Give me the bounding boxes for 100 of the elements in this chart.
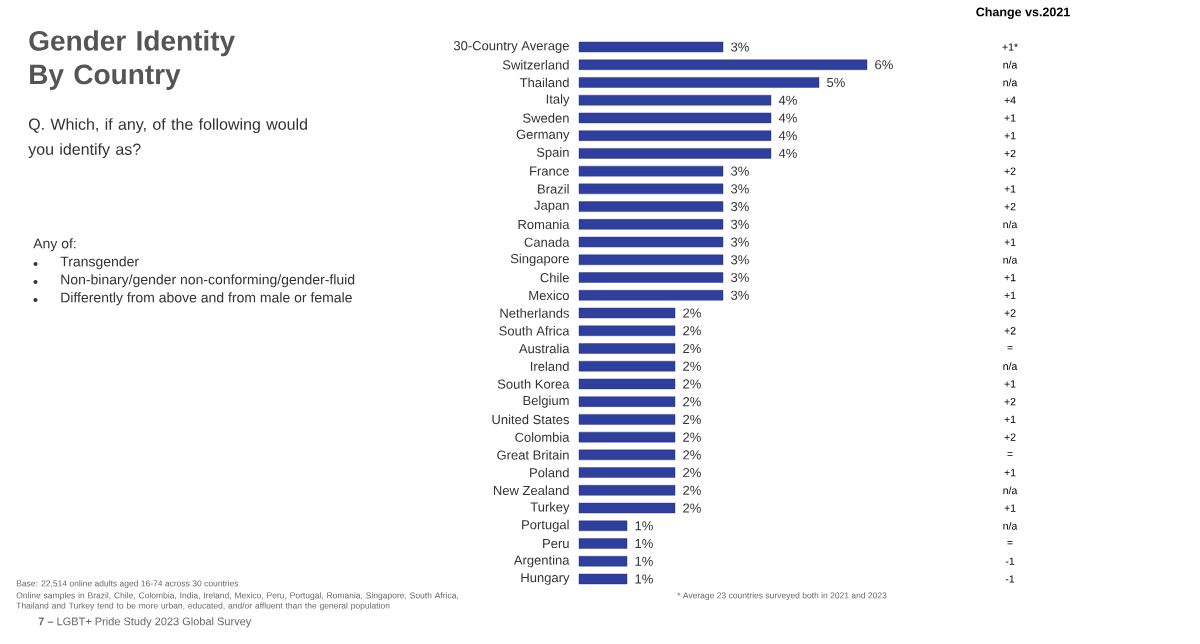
data-label: 2% xyxy=(683,397,701,407)
bar xyxy=(578,236,724,248)
bar xyxy=(578,431,676,443)
text: n/a xyxy=(1003,521,1018,530)
data-label: 3% xyxy=(731,201,749,212)
bar xyxy=(578,112,772,124)
data-label: 2% xyxy=(683,326,701,336)
y-tick-label: Germany xyxy=(516,129,570,142)
bar xyxy=(578,361,676,372)
data-label: 2% xyxy=(683,379,701,389)
data-label: 2% xyxy=(683,432,701,442)
bar xyxy=(578,449,676,461)
text: Change vs.2021 xyxy=(976,7,1070,19)
y-tick-label: Great Britain xyxy=(497,450,569,460)
data-label: 5% xyxy=(827,77,845,88)
data-label: 4% xyxy=(778,148,797,158)
data-label: 2% xyxy=(683,503,701,513)
text: +1 xyxy=(1004,114,1016,122)
text: +1 xyxy=(1004,468,1016,477)
text: +2 xyxy=(1004,398,1016,406)
data-label: 4% xyxy=(778,131,797,141)
bar xyxy=(578,414,676,425)
data-label: 1% xyxy=(635,521,653,531)
data-label: 2% xyxy=(683,468,701,478)
text: Online samples in Brazil, Chile, Colombia, India, Ireland, Mexico, Peru, Portugal, Romania, Singapore, South Africa, Thailand and Turkey tend to be more urban, educated, and/or affluent than the general population xyxy=(16,592,459,611)
bar xyxy=(578,148,772,159)
y-tick-label: Mexico xyxy=(529,290,569,301)
bar xyxy=(578,201,724,212)
bar xyxy=(578,467,676,478)
data-label: 2% xyxy=(683,343,701,354)
text: Base: 22,514 online adults aged 16-74 across 30 countries xyxy=(16,580,239,589)
bar xyxy=(578,41,724,53)
data-label: 2% xyxy=(683,450,701,460)
text: n/a xyxy=(1003,220,1018,229)
text: +2 xyxy=(1004,202,1016,211)
bar xyxy=(578,290,724,301)
text: +1 xyxy=(1004,380,1016,388)
bar xyxy=(578,556,628,567)
text: = xyxy=(1007,345,1013,350)
text: Gender Identity By Country xyxy=(29,30,235,90)
y-tick-label: Romania xyxy=(518,219,570,230)
bar xyxy=(578,94,772,106)
y-tick-label: Belgium xyxy=(523,395,569,408)
text: Differently from above and from male or female xyxy=(61,292,352,306)
y-tick-label: Colombia xyxy=(515,432,570,442)
y-tick-label: United States xyxy=(492,414,569,425)
text: +2 xyxy=(1004,327,1016,335)
data-label: 2% xyxy=(683,485,701,495)
bar xyxy=(578,485,676,496)
bar xyxy=(578,502,676,514)
y-tick-label: 30-Country Average xyxy=(453,41,569,53)
text: = xyxy=(1007,452,1013,456)
bar xyxy=(578,183,724,195)
data-label: 4% xyxy=(778,113,797,123)
text: n/a xyxy=(1003,486,1018,495)
text: n/a xyxy=(1003,78,1018,87)
y-tick-label: Portugal xyxy=(522,519,569,532)
y-tick-label: Thailand xyxy=(519,77,569,88)
bar xyxy=(578,378,676,390)
text: Q. Which, if any, of the following would you identify as? xyxy=(28,118,307,159)
y-tick-label: France xyxy=(530,166,569,176)
bar xyxy=(578,77,820,88)
bar xyxy=(578,59,868,70)
text: +1 xyxy=(1004,132,1016,140)
y-tick-label: Italy xyxy=(546,94,570,107)
bar xyxy=(578,272,724,283)
data-label: 3% xyxy=(731,237,749,247)
data-label: 3% xyxy=(731,219,749,229)
y-tick-label: Switzerland xyxy=(502,59,569,70)
text: n/a xyxy=(1003,362,1018,371)
text: +1* xyxy=(1002,43,1018,51)
data-label: 2% xyxy=(683,308,701,318)
data-label: 1% xyxy=(635,574,653,584)
bar xyxy=(578,165,724,177)
y-tick-label: Netherlands xyxy=(500,308,570,318)
text: -1 xyxy=(1005,575,1015,583)
text: +1 xyxy=(1004,291,1016,299)
y-tick-label: Chile xyxy=(540,272,569,283)
y-tick-label: Canada xyxy=(524,237,570,247)
text: = xyxy=(1007,540,1013,545)
bar xyxy=(578,573,628,585)
y-tick-label: Australia xyxy=(518,343,570,354)
y-tick-label: Turkey xyxy=(530,502,570,515)
y-tick-label: South Africa xyxy=(499,325,570,336)
y-tick-label: Poland xyxy=(530,467,569,478)
text: +1 xyxy=(1004,415,1016,424)
text: +1 xyxy=(1004,238,1016,246)
text: +1 xyxy=(1004,185,1016,193)
text: -1 xyxy=(1005,557,1015,565)
y-tick-label: Sweden xyxy=(523,113,569,123)
text: Any of: xyxy=(33,238,76,252)
text: 7 – LGBT+ Pride Study 2023 Global Survey xyxy=(38,617,252,628)
y-tick-label: Brazil xyxy=(538,184,569,194)
bar xyxy=(578,307,676,319)
data-label: 3% xyxy=(731,255,749,265)
y-tick-label: Ireland xyxy=(530,361,569,371)
text: Transgender xyxy=(60,256,139,270)
bar xyxy=(578,219,724,230)
data-label: 3% xyxy=(731,184,749,194)
text: n/a xyxy=(1003,255,1018,264)
